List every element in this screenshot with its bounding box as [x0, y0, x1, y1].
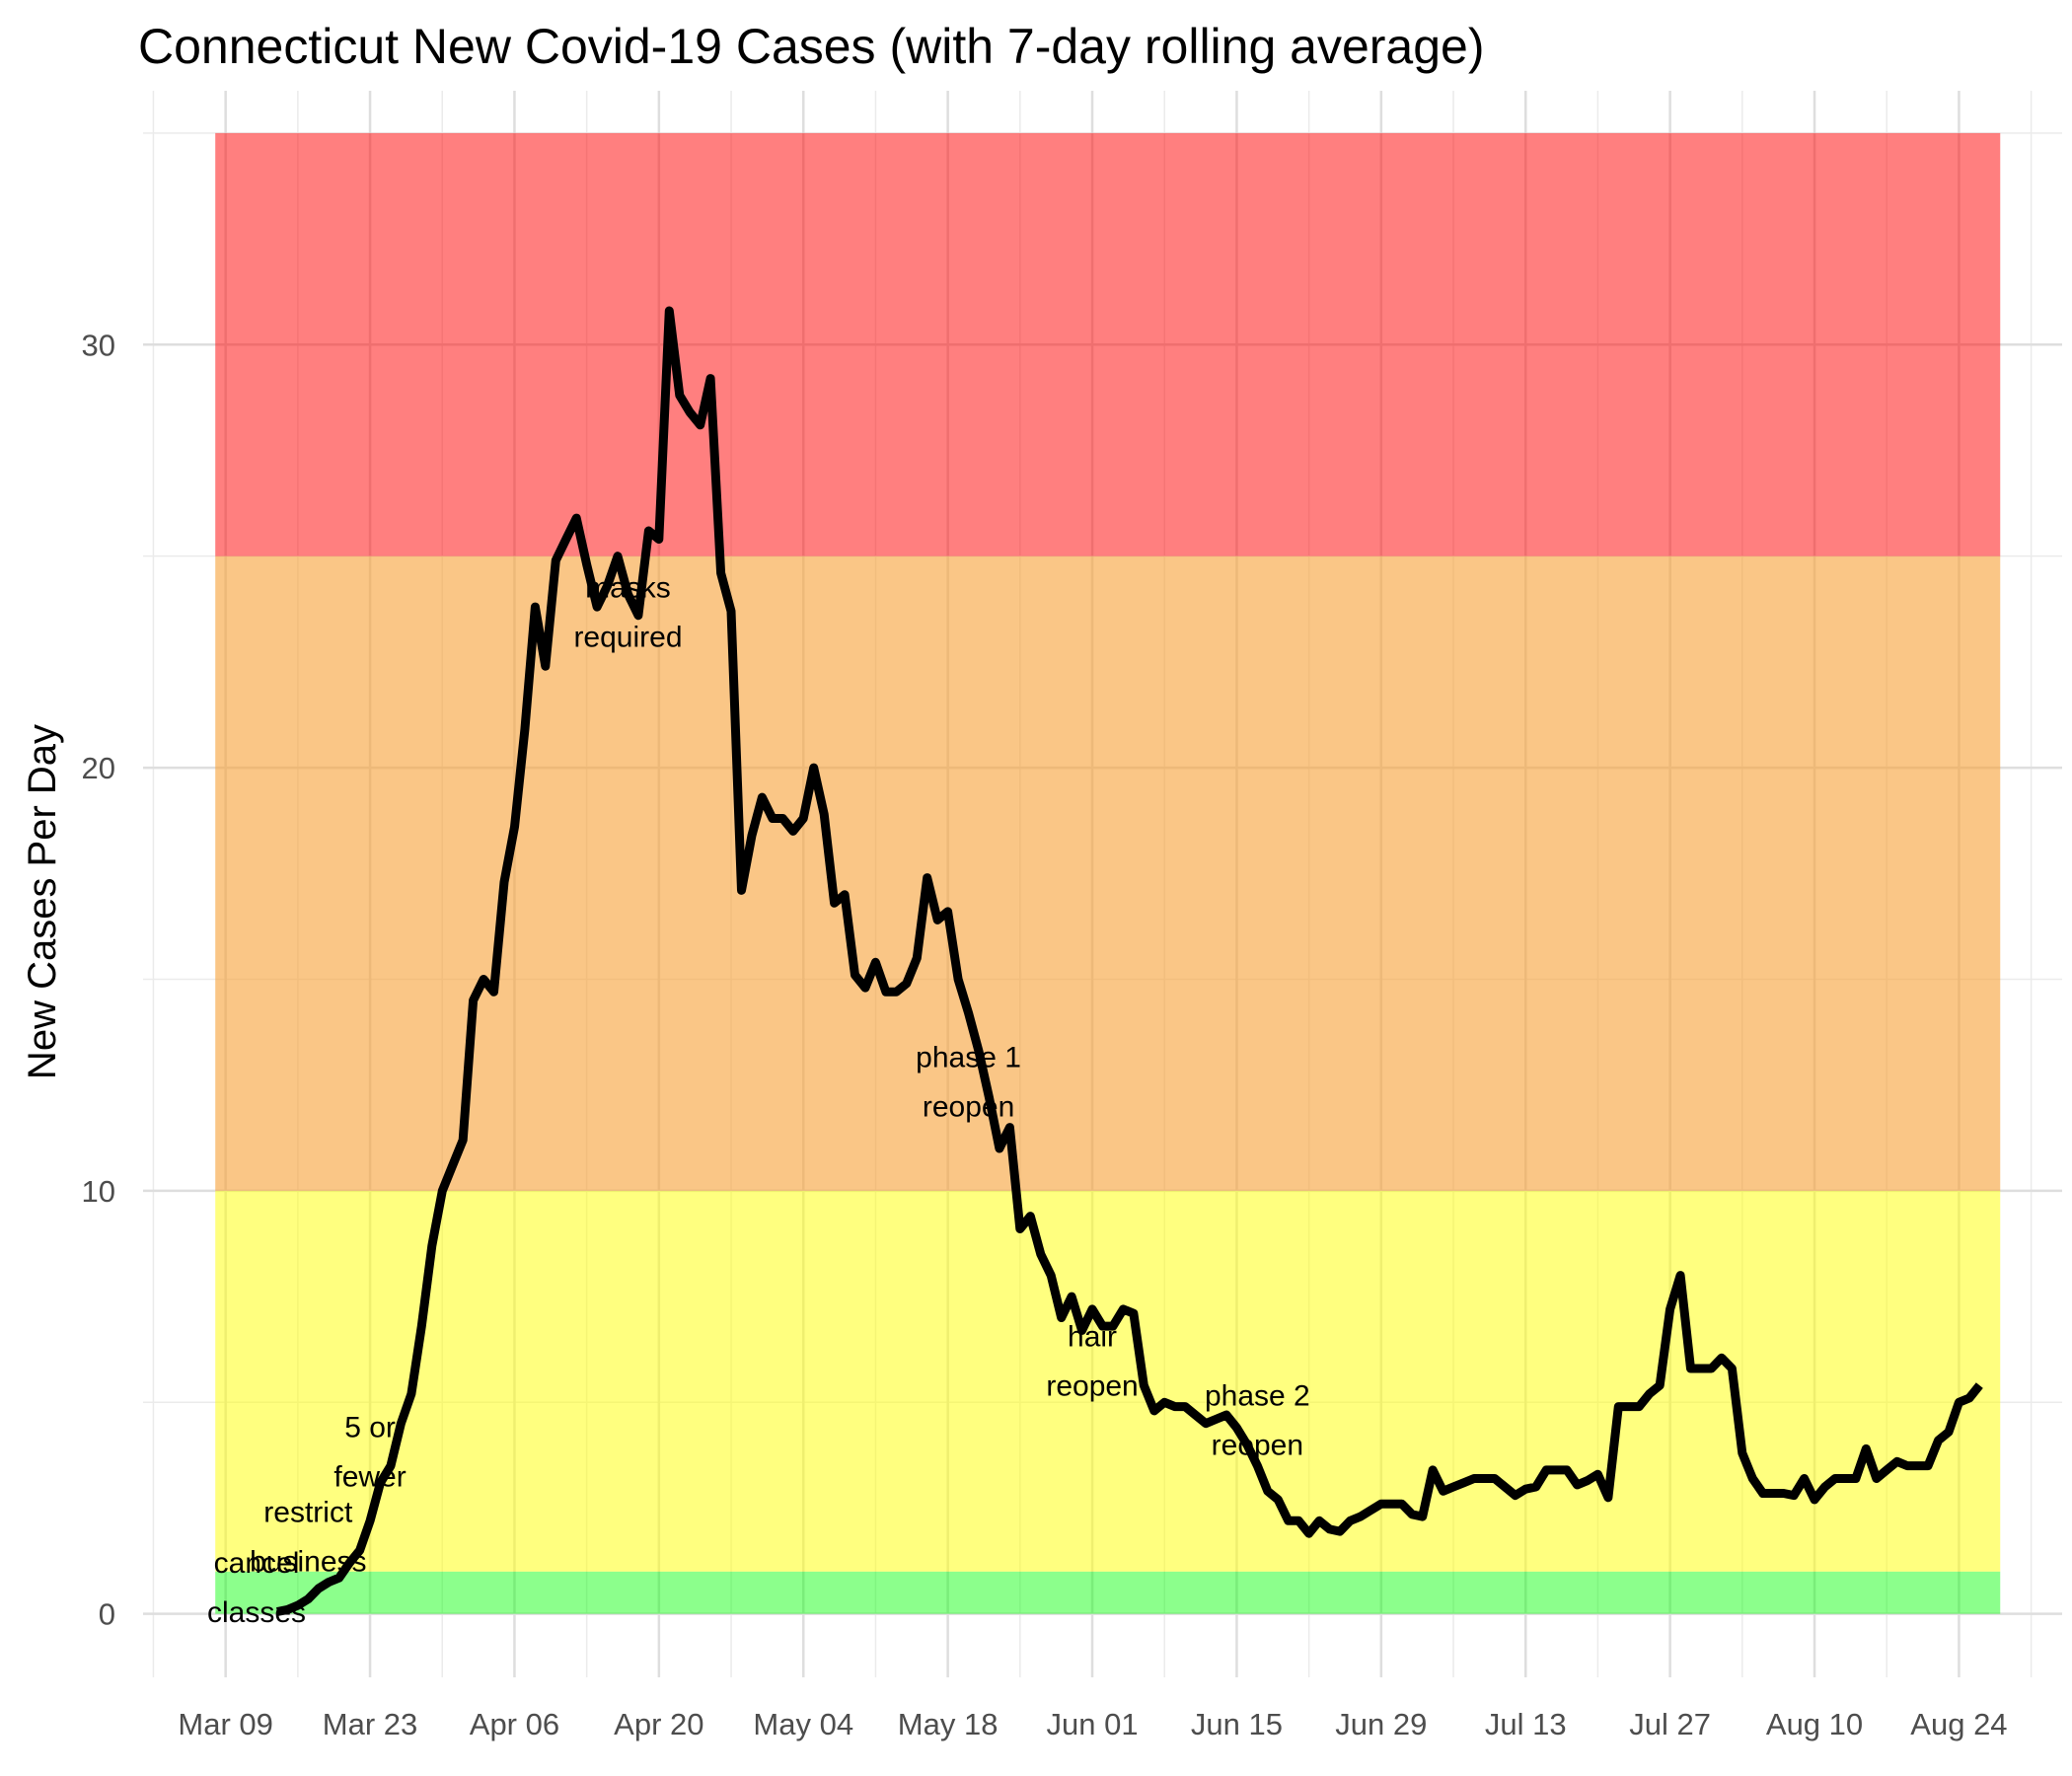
x-tick-label: Mar 23 [323, 1707, 417, 1741]
annotation: restrict business [250, 1496, 366, 1578]
x-tick-label: Apr 20 [614, 1707, 703, 1741]
annotation: masks required [573, 571, 682, 653]
y-tick-label: 20 [82, 751, 115, 785]
annotation-label: hair [1068, 1320, 1117, 1353]
chart-title: Connecticut New Covid-19 Cases (with 7-d… [138, 19, 1485, 74]
annotation-label: reopen [1212, 1429, 1303, 1461]
annotation: hair reopen [1046, 1320, 1138, 1402]
x-tick-label: Mar 09 [178, 1707, 272, 1741]
annotation-label: fewer [333, 1461, 406, 1494]
threshold-band [215, 132, 2001, 556]
x-tick-label: Aug 24 [1910, 1707, 2007, 1741]
x-axis-ticks: Mar 09 Mar 23 Apr 06 Apr 20 May 04 May 18 Jun … [178, 1707, 2007, 1741]
x-tick-label: Jun 29 [1335, 1707, 1427, 1741]
y-tick-label: 30 [82, 328, 115, 362]
threshold-band [215, 555, 2001, 1191]
threshold-band [215, 1190, 2001, 1572]
annotation: 5 or fewer [333, 1412, 406, 1494]
x-tick-label: Jun 01 [1047, 1707, 1139, 1741]
annotation: phase 2 reopen [1205, 1379, 1310, 1461]
x-tick-label: Jul 13 [1485, 1707, 1567, 1741]
annotation-label: phase 1 [916, 1041, 1021, 1073]
x-tick-label: Jun 15 [1191, 1707, 1283, 1741]
annotation-label: masks [585, 571, 671, 604]
y-tick-label: 10 [82, 1174, 115, 1209]
annotation-label: reopen [923, 1090, 1014, 1123]
x-tick-label: Aug 10 [1766, 1707, 1863, 1741]
x-tick-label: Apr 06 [470, 1707, 559, 1741]
annotation-label: cancel [214, 1547, 300, 1580]
annotation-label: 5 or [344, 1412, 396, 1444]
series-line [276, 306, 1983, 1616]
annotation: cancel classes [207, 1547, 306, 1629]
annotation-label: reopen [1046, 1369, 1138, 1402]
threshold-bands [215, 132, 2001, 1614]
annotations: cancel classes restrict business 5 or fewer ma… [207, 571, 1310, 1628]
x-tick-label: Jul 27 [1629, 1707, 1711, 1741]
y-tick-label: 0 [99, 1597, 115, 1632]
y-axis-label: New Cases Per Day [21, 724, 64, 1079]
annotation-label: restrict [263, 1496, 353, 1528]
y-axis-ticks: 0 10 20 30 [82, 328, 115, 1631]
annotation-label: business [250, 1545, 366, 1578]
annotation-label: required [573, 621, 682, 653]
annotation-label: phase 2 [1205, 1379, 1310, 1412]
x-tick-label: May 04 [753, 1707, 853, 1741]
threshold-band [215, 1571, 2001, 1614]
annotation: phase 1 reopen [916, 1041, 1021, 1123]
series-lines [276, 306, 1983, 1616]
annotation-label: classes [207, 1596, 306, 1629]
x-tick-label: May 18 [898, 1707, 999, 1741]
